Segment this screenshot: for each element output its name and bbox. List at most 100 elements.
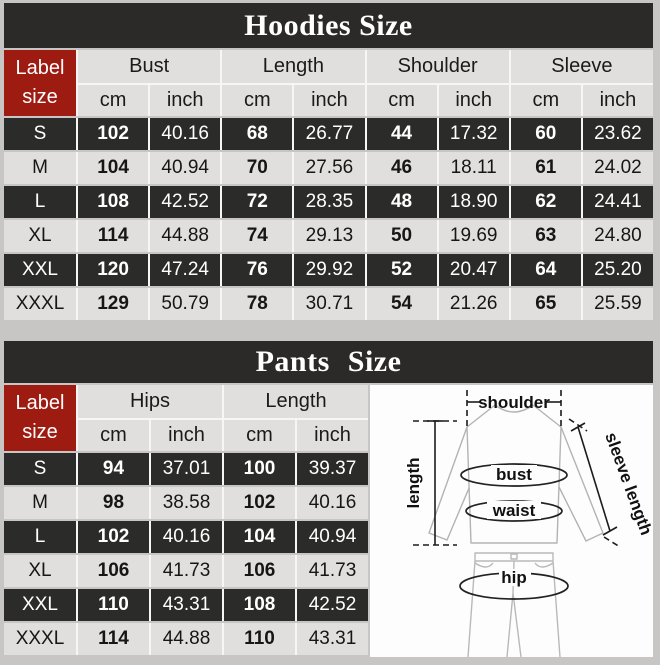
value-cell: 28.35 bbox=[294, 186, 365, 218]
length-label: length bbox=[404, 458, 423, 509]
pants-table: Label size Hips Length cm inch cm inch S… bbox=[4, 385, 368, 657]
unit-inch: inch bbox=[438, 85, 509, 116]
table-row: L 102 40.16 104 40.94 bbox=[4, 521, 368, 553]
value-cell: 106 bbox=[224, 555, 295, 587]
unit-cm: cm bbox=[78, 420, 149, 451]
size-cell: M bbox=[4, 152, 76, 184]
pants-pocket-left bbox=[474, 562, 494, 568]
table-row: XXXL 114 44.88 110 43.31 bbox=[4, 623, 368, 655]
pants-body-rows: S 94 37.01 100 39.37 M 98 38.58 102 40.1… bbox=[4, 453, 368, 655]
size-cell: XXL bbox=[4, 589, 76, 621]
value-cell: 52 bbox=[366, 254, 437, 286]
value-cell: 76 bbox=[222, 254, 293, 286]
value-cell: 63 bbox=[510, 220, 581, 252]
value-cell: 108 bbox=[78, 186, 149, 218]
value-cell: 44.88 bbox=[150, 220, 221, 252]
value-cell: 50 bbox=[366, 220, 437, 252]
size-cell: XL bbox=[4, 555, 76, 587]
pants-body: Label size Hips Length cm inch cm inch S… bbox=[4, 385, 653, 657]
value-cell: 42.52 bbox=[150, 186, 221, 218]
value-cell: 94 bbox=[78, 453, 149, 485]
value-cell: 24.02 bbox=[582, 152, 653, 184]
unit-inch: inch bbox=[297, 420, 368, 451]
table-row: XXXL 129 50.79 78 30.71 54 21.26 65 25.5… bbox=[4, 288, 653, 320]
value-cell: 120 bbox=[78, 254, 149, 286]
size-cell: XXXL bbox=[4, 288, 76, 320]
table-row: S 94 37.01 100 39.37 bbox=[4, 453, 368, 485]
value-cell: 65 bbox=[510, 288, 581, 320]
value-cell: 74 bbox=[222, 220, 293, 252]
unit-cm: cm bbox=[222, 85, 293, 116]
header-hips: Hips bbox=[78, 385, 222, 418]
table-row: XXL 110 43.31 108 42.52 bbox=[4, 589, 368, 621]
value-cell: 47.24 bbox=[150, 254, 221, 286]
value-cell: 44.88 bbox=[151, 623, 222, 655]
waist-label-bg bbox=[487, 501, 541, 519]
unit-cm: cm bbox=[510, 85, 581, 116]
size-cell: L bbox=[4, 186, 76, 218]
table-row: XL 114 44.88 74 29.13 50 19.69 63 24.80 bbox=[4, 220, 653, 252]
value-cell: 72 bbox=[222, 186, 293, 218]
value-cell: 38.58 bbox=[151, 487, 222, 519]
value-cell: 29.13 bbox=[294, 220, 365, 252]
garment-diagram-svg: shoulder length sleeve length bust bbox=[404, 390, 653, 657]
table-row: XXL 120 47.24 76 29.92 52 20.47 64 25.20 bbox=[4, 254, 653, 286]
pants-left-leg bbox=[467, 560, 476, 657]
value-cell: 102 bbox=[224, 487, 295, 519]
value-cell: 19.69 bbox=[438, 220, 509, 252]
value-cell: 68 bbox=[222, 118, 293, 150]
measurement-diagram: shoulder length sleeve length bust bbox=[370, 385, 653, 657]
hoodies-size-table: Hoodies Size Label size Bust Length Shou… bbox=[4, 3, 653, 320]
size-cell: L bbox=[4, 521, 76, 553]
hoodies-header: Label size Bust Length Shoulder Sleeve c… bbox=[4, 50, 653, 116]
value-cell: 21.26 bbox=[438, 288, 509, 320]
label-line2: size bbox=[22, 421, 58, 443]
value-cell: 40.94 bbox=[297, 521, 368, 553]
value-cell: 26.77 bbox=[294, 118, 365, 150]
size-cell: XL bbox=[4, 220, 76, 252]
hip-label: hip bbox=[501, 568, 527, 587]
value-cell: 29.92 bbox=[294, 254, 365, 286]
size-cell: XXL bbox=[4, 254, 76, 286]
value-cell: 50.79 bbox=[150, 288, 221, 320]
value-cell: 60 bbox=[510, 118, 581, 150]
value-cell: 104 bbox=[224, 521, 295, 553]
value-cell: 102 bbox=[78, 521, 149, 553]
table-row: XL 106 41.73 106 41.73 bbox=[4, 555, 368, 587]
value-cell: 114 bbox=[78, 623, 149, 655]
value-cell: 40.94 bbox=[150, 152, 221, 184]
size-cell: S bbox=[4, 453, 76, 485]
value-cell: 37.01 bbox=[151, 453, 222, 485]
label-line2: size bbox=[22, 86, 58, 108]
value-cell: 61 bbox=[510, 152, 581, 184]
value-cell: 18.11 bbox=[438, 152, 509, 184]
value-cell: 41.73 bbox=[297, 555, 368, 587]
sleeve-length-label: sleeve length bbox=[601, 430, 653, 538]
value-cell: 129 bbox=[78, 288, 149, 320]
value-cell: 42.52 bbox=[297, 589, 368, 621]
value-cell: 24.41 bbox=[582, 186, 653, 218]
unit-inch: inch bbox=[582, 85, 653, 116]
value-cell: 25.20 bbox=[582, 254, 653, 286]
shoulder-label: shoulder bbox=[478, 393, 550, 412]
header-shoulder: Shoulder bbox=[366, 50, 509, 83]
sleeve-cap-top bbox=[570, 422, 586, 432]
table-row: S 102 40.16 68 26.77 44 17.32 60 23.62 bbox=[4, 118, 653, 150]
unit-inch: inch bbox=[150, 85, 221, 116]
table-row: M 104 40.94 70 27.56 46 18.11 61 24.02 bbox=[4, 152, 653, 184]
bust-label-bg bbox=[491, 465, 537, 483]
header-length: Length bbox=[222, 50, 365, 83]
value-cell: 43.31 bbox=[297, 623, 368, 655]
bust-label: bust bbox=[496, 465, 532, 484]
value-cell: 43.31 bbox=[151, 589, 222, 621]
unit-cm: cm bbox=[224, 420, 295, 451]
label-line1: Label bbox=[15, 57, 65, 79]
value-cell: 40.16 bbox=[150, 118, 221, 150]
value-cell: 110 bbox=[224, 623, 295, 655]
value-cell: 44 bbox=[366, 118, 437, 150]
value-cell: 98 bbox=[78, 487, 149, 519]
pants-right-leg bbox=[552, 560, 561, 657]
size-cell: XXXL bbox=[4, 623, 76, 655]
unit-inch: inch bbox=[294, 85, 365, 116]
value-cell: 106 bbox=[78, 555, 149, 587]
